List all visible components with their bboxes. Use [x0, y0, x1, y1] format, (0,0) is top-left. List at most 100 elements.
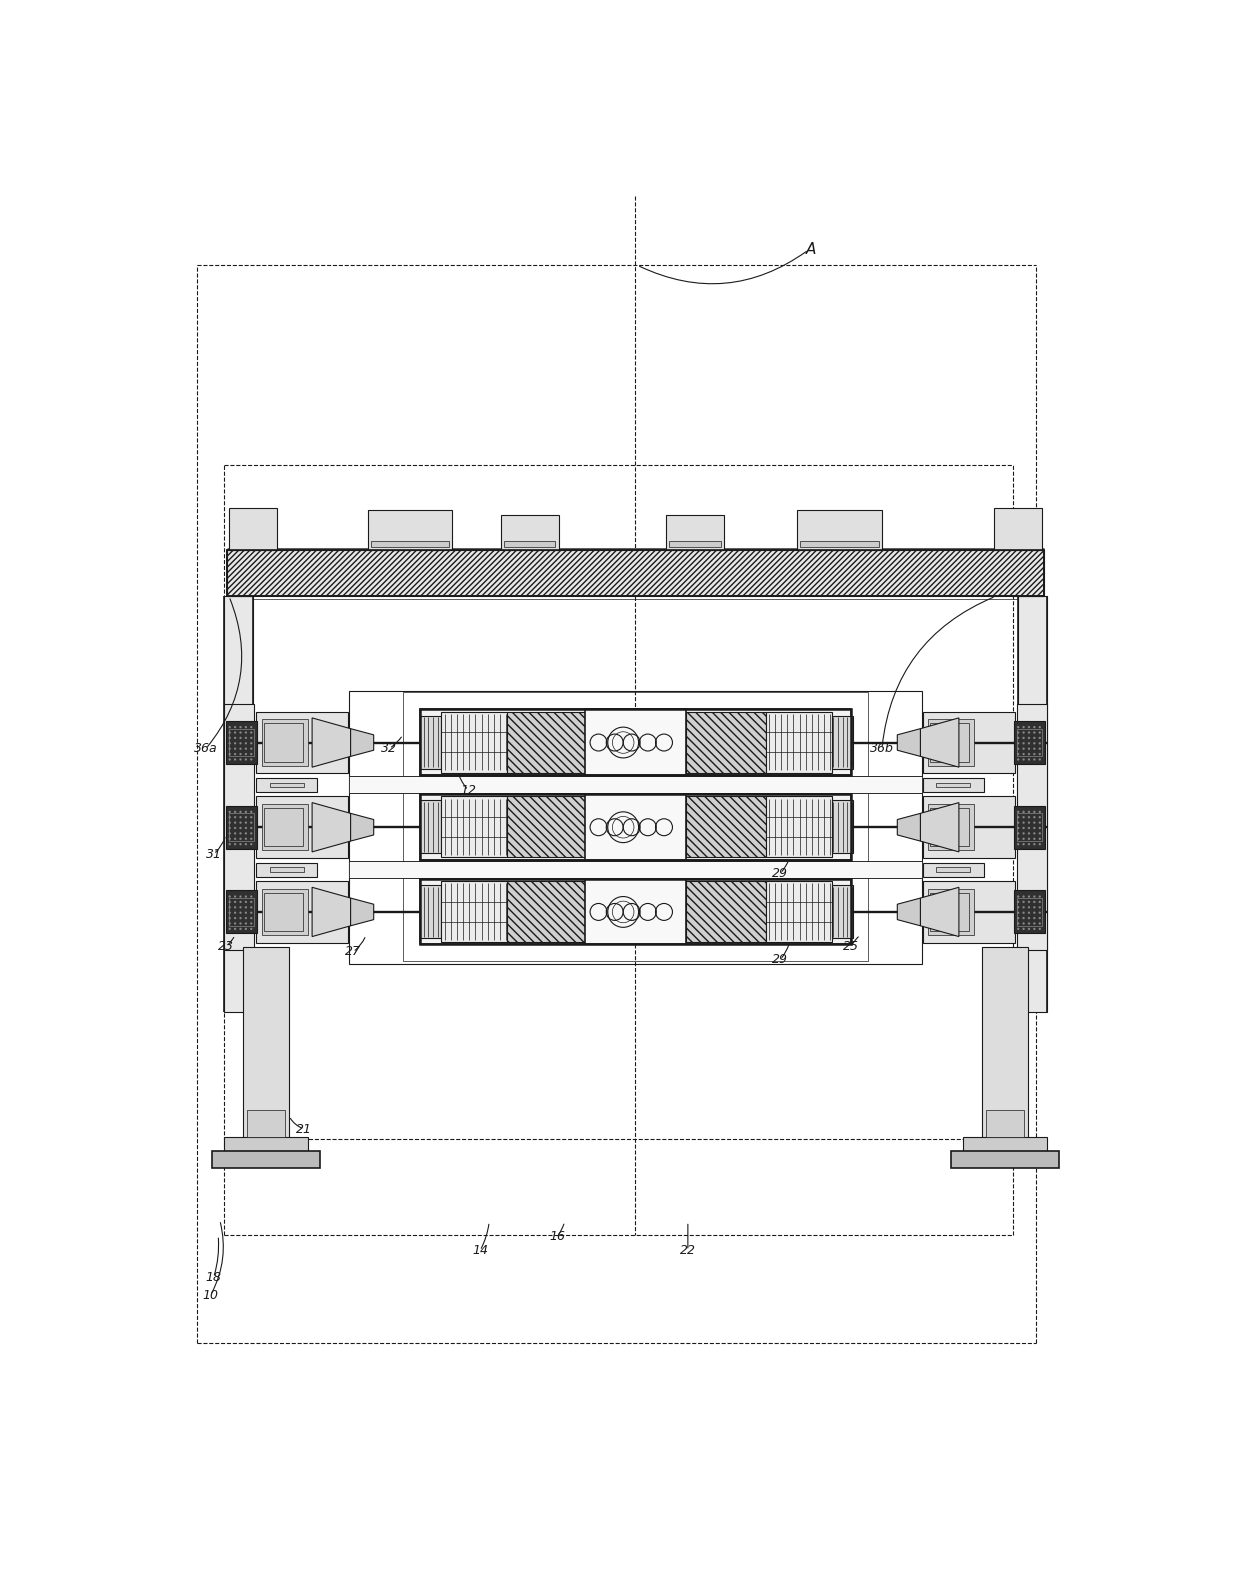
Circle shape — [239, 895, 242, 898]
Circle shape — [1023, 832, 1024, 835]
Circle shape — [1039, 732, 1040, 733]
Circle shape — [1039, 895, 1040, 898]
Circle shape — [239, 901, 242, 903]
Text: 18: 18 — [206, 1271, 222, 1284]
Bar — [229, 728, 253, 757]
Circle shape — [1023, 911, 1024, 914]
Circle shape — [1039, 832, 1040, 835]
Bar — [441, 797, 507, 857]
Circle shape — [1023, 743, 1024, 744]
Circle shape — [1039, 922, 1040, 925]
Circle shape — [228, 747, 231, 749]
Circle shape — [1017, 917, 1019, 919]
Circle shape — [250, 725, 253, 728]
Bar — [962, 1136, 1048, 1151]
Circle shape — [239, 816, 242, 819]
Circle shape — [1028, 743, 1030, 744]
Circle shape — [1023, 811, 1024, 813]
Circle shape — [228, 816, 231, 819]
Circle shape — [250, 901, 253, 903]
Circle shape — [250, 816, 253, 819]
Circle shape — [1023, 822, 1024, 824]
Circle shape — [244, 917, 247, 919]
Circle shape — [1033, 732, 1035, 733]
Bar — [930, 892, 968, 932]
Circle shape — [239, 906, 242, 908]
Circle shape — [244, 922, 247, 925]
Bar — [262, 889, 309, 935]
Circle shape — [228, 901, 231, 903]
Polygon shape — [898, 814, 920, 841]
Bar — [1014, 806, 1045, 849]
Bar — [686, 797, 766, 857]
Bar — [1014, 890, 1045, 933]
Text: 22: 22 — [680, 1244, 696, 1257]
Polygon shape — [312, 803, 351, 852]
Bar — [686, 711, 766, 773]
Circle shape — [1023, 901, 1024, 903]
Circle shape — [244, 928, 247, 930]
Circle shape — [239, 838, 242, 840]
Bar — [420, 716, 441, 768]
Circle shape — [228, 911, 231, 914]
Circle shape — [239, 928, 242, 930]
Circle shape — [1039, 759, 1040, 760]
Bar — [403, 778, 868, 876]
Circle shape — [1033, 906, 1035, 908]
Bar — [832, 886, 853, 938]
Circle shape — [250, 922, 253, 925]
Circle shape — [1023, 816, 1024, 819]
Circle shape — [234, 917, 237, 919]
Bar — [441, 881, 507, 943]
Text: 38: 38 — [564, 740, 580, 752]
Circle shape — [1028, 911, 1030, 914]
Bar — [262, 719, 309, 765]
Circle shape — [1017, 743, 1019, 744]
Circle shape — [250, 752, 253, 755]
Circle shape — [1039, 747, 1040, 749]
Circle shape — [1033, 832, 1035, 835]
Polygon shape — [898, 728, 920, 757]
Circle shape — [228, 827, 231, 828]
Circle shape — [1033, 822, 1035, 824]
Bar — [982, 947, 1028, 1143]
Circle shape — [228, 832, 231, 835]
Text: 36a: 36a — [193, 743, 218, 755]
Circle shape — [1017, 832, 1019, 835]
Bar — [923, 778, 985, 792]
Bar — [930, 808, 968, 846]
Bar — [441, 711, 507, 773]
Circle shape — [1028, 752, 1030, 755]
Bar — [1017, 814, 1042, 841]
Circle shape — [1023, 736, 1024, 740]
Bar — [1018, 597, 1048, 1013]
Bar — [766, 797, 832, 857]
Bar — [229, 814, 253, 841]
Circle shape — [250, 911, 253, 914]
Bar — [270, 782, 304, 787]
Circle shape — [250, 736, 253, 740]
Circle shape — [1028, 838, 1030, 840]
Circle shape — [239, 911, 242, 914]
Bar — [350, 862, 921, 878]
Bar — [243, 947, 289, 1143]
Circle shape — [234, 901, 237, 903]
Circle shape — [1039, 928, 1040, 930]
Circle shape — [1039, 827, 1040, 828]
Circle shape — [1028, 895, 1030, 898]
Text: 36b: 36b — [870, 743, 894, 755]
Circle shape — [250, 743, 253, 744]
Bar — [832, 716, 853, 768]
Circle shape — [234, 911, 237, 914]
Circle shape — [234, 743, 237, 744]
Circle shape — [234, 822, 237, 824]
Circle shape — [239, 832, 242, 835]
Bar — [503, 541, 556, 548]
Circle shape — [234, 838, 237, 840]
Circle shape — [239, 827, 242, 828]
Circle shape — [239, 752, 242, 755]
Circle shape — [228, 752, 231, 755]
Circle shape — [1033, 725, 1035, 728]
Bar — [420, 886, 441, 938]
Bar — [507, 881, 588, 943]
